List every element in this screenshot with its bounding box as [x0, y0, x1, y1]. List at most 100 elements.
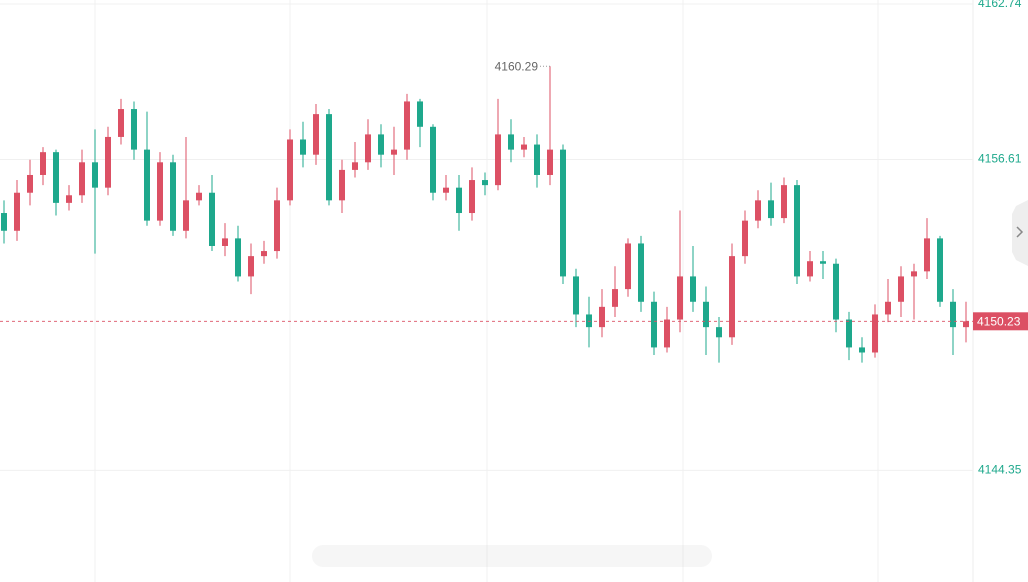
candle: [768, 182, 774, 226]
candle-body: [833, 263, 839, 320]
candle: [456, 174, 462, 231]
candle-body: [521, 144, 527, 150]
candle-body: [924, 238, 930, 272]
candle-body: [495, 134, 501, 186]
candle: [248, 243, 254, 295]
candle-body: [378, 134, 384, 155]
candle: [924, 218, 930, 279]
candle-body: [599, 306, 605, 328]
candle: [144, 111, 150, 226]
watermark: [312, 545, 712, 567]
candle-body: [508, 134, 514, 150]
candle: [391, 126, 397, 175]
candle-body: [586, 314, 592, 328]
candle: [482, 172, 488, 196]
candle: [586, 296, 592, 348]
candle: [378, 124, 384, 168]
candle: [365, 119, 371, 170]
candle: [599, 289, 605, 338]
candle: [495, 98, 501, 191]
candle-body: [157, 162, 163, 221]
candle-body: [885, 301, 891, 315]
candle-body: [248, 256, 254, 277]
candle-body: [79, 162, 85, 196]
y-tick-label: 4144.35: [978, 463, 1022, 477]
candle-body: [391, 149, 397, 155]
candle-body: [911, 271, 917, 277]
candle: [560, 144, 566, 285]
candle: [547, 66, 553, 186]
tab-arrow: [1016, 226, 1024, 238]
candle: [261, 240, 267, 264]
candle-body: [690, 276, 696, 302]
candle-body: [417, 101, 423, 127]
candle-body: [261, 251, 267, 257]
y-tick-label: 4156.61: [978, 152, 1022, 166]
candle: [209, 174, 215, 252]
candle-body: [664, 319, 670, 348]
candle-body: [326, 114, 332, 201]
candle: [573, 268, 579, 328]
last-price-label: 4150.23: [977, 314, 1021, 328]
candle-body: [1, 213, 7, 231]
candle: [950, 289, 956, 356]
candle-body: [768, 200, 774, 219]
candle: [794, 180, 800, 285]
candle: [612, 266, 618, 317]
candle: [911, 263, 917, 320]
candle: [690, 245, 696, 312]
candle: [66, 185, 72, 211]
candle: [1, 200, 7, 244]
candle: [196, 185, 202, 206]
last-price-box: [973, 312, 1028, 331]
y-tick-label: 4162.74: [978, 0, 1022, 10]
candle: [963, 301, 969, 343]
candle-body: [183, 200, 189, 231]
candle: [170, 154, 176, 236]
candle-body: [53, 152, 59, 203]
candle: [742, 210, 748, 264]
candle: [40, 147, 46, 186]
candle-body: [651, 301, 657, 348]
candle-body: [820, 261, 826, 264]
candle: [404, 93, 410, 160]
candle: [859, 337, 865, 363]
candle-body: [482, 180, 488, 186]
candle: [287, 129, 293, 206]
candle-body: [456, 187, 462, 214]
candle-body: [560, 149, 566, 277]
candle-body: [677, 276, 683, 320]
candle: [885, 278, 891, 323]
candle: [183, 136, 189, 239]
candle-body: [339, 169, 345, 201]
candle-body: [27, 174, 33, 193]
candle: [807, 251, 813, 282]
candle-body: [287, 139, 293, 201]
candle: [14, 180, 20, 241]
watermark-bar: [312, 545, 712, 567]
candle: [664, 306, 670, 353]
candle-body: [365, 134, 371, 163]
candle: [872, 304, 878, 358]
candle: [755, 190, 761, 229]
candle-body: [404, 101, 410, 150]
candle: [521, 136, 527, 158]
candle-body: [14, 192, 20, 231]
candle-body: [443, 187, 449, 193]
candle-body: [274, 200, 280, 252]
candle-body: [794, 185, 800, 277]
candle-body: [170, 162, 176, 231]
candle: [352, 142, 358, 178]
candle: [300, 121, 306, 168]
candle-body: [105, 136, 111, 188]
candle: [469, 167, 475, 221]
candle: [53, 149, 59, 216]
candle-body: [92, 162, 98, 188]
candle-body: [118, 109, 124, 137]
candle: [274, 187, 280, 259]
candle-body: [235, 238, 241, 277]
candle-body: [729, 256, 735, 338]
candle-body: [40, 152, 46, 175]
candle-body: [612, 289, 618, 307]
